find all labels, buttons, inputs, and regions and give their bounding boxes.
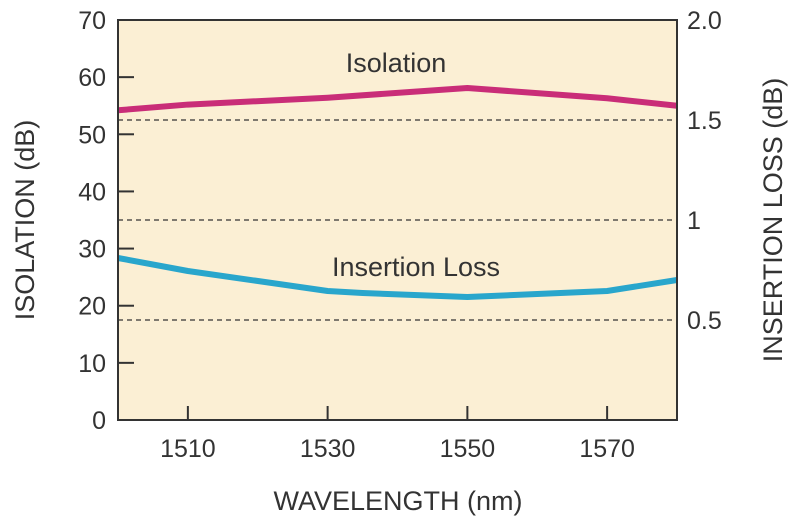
- y-tick-label: 30: [78, 236, 106, 264]
- y-tick-label: 50: [78, 121, 106, 149]
- x-tick-label: 1510: [160, 435, 216, 463]
- y-tick-label: 60: [78, 64, 106, 92]
- insertion-loss-line: [117, 255, 678, 300]
- y-axis-label: ISOLATION (dB): [10, 120, 40, 321]
- y2-tick-label: 1.5: [687, 107, 722, 135]
- x-tick-label: 1530: [300, 435, 356, 463]
- y2-tick-label: 1: [687, 207, 701, 235]
- y-tick-label: 0: [92, 407, 106, 435]
- isolation-line: [117, 85, 678, 114]
- x-tick-label: 1570: [579, 435, 635, 463]
- y-tick-label: 20: [78, 293, 106, 321]
- y-tick-label: 40: [78, 178, 106, 206]
- y-tick-label: 10: [78, 350, 106, 378]
- y-tick-label: 70: [78, 7, 106, 35]
- plot-area: [117, 19, 678, 421]
- y2-axis-label: INSERTION LOSS (dB): [758, 78, 788, 363]
- x-tick-label: 1550: [440, 435, 496, 463]
- y2-tick-label: 0.5: [687, 307, 722, 335]
- insertion-loss-label: Insertion Loss: [332, 252, 500, 282]
- x-axis-label: WAVELENGTH (nm): [273, 486, 522, 516]
- y2-tick-label: 2.0: [687, 7, 722, 35]
- isolation-label: Isolation: [346, 48, 447, 78]
